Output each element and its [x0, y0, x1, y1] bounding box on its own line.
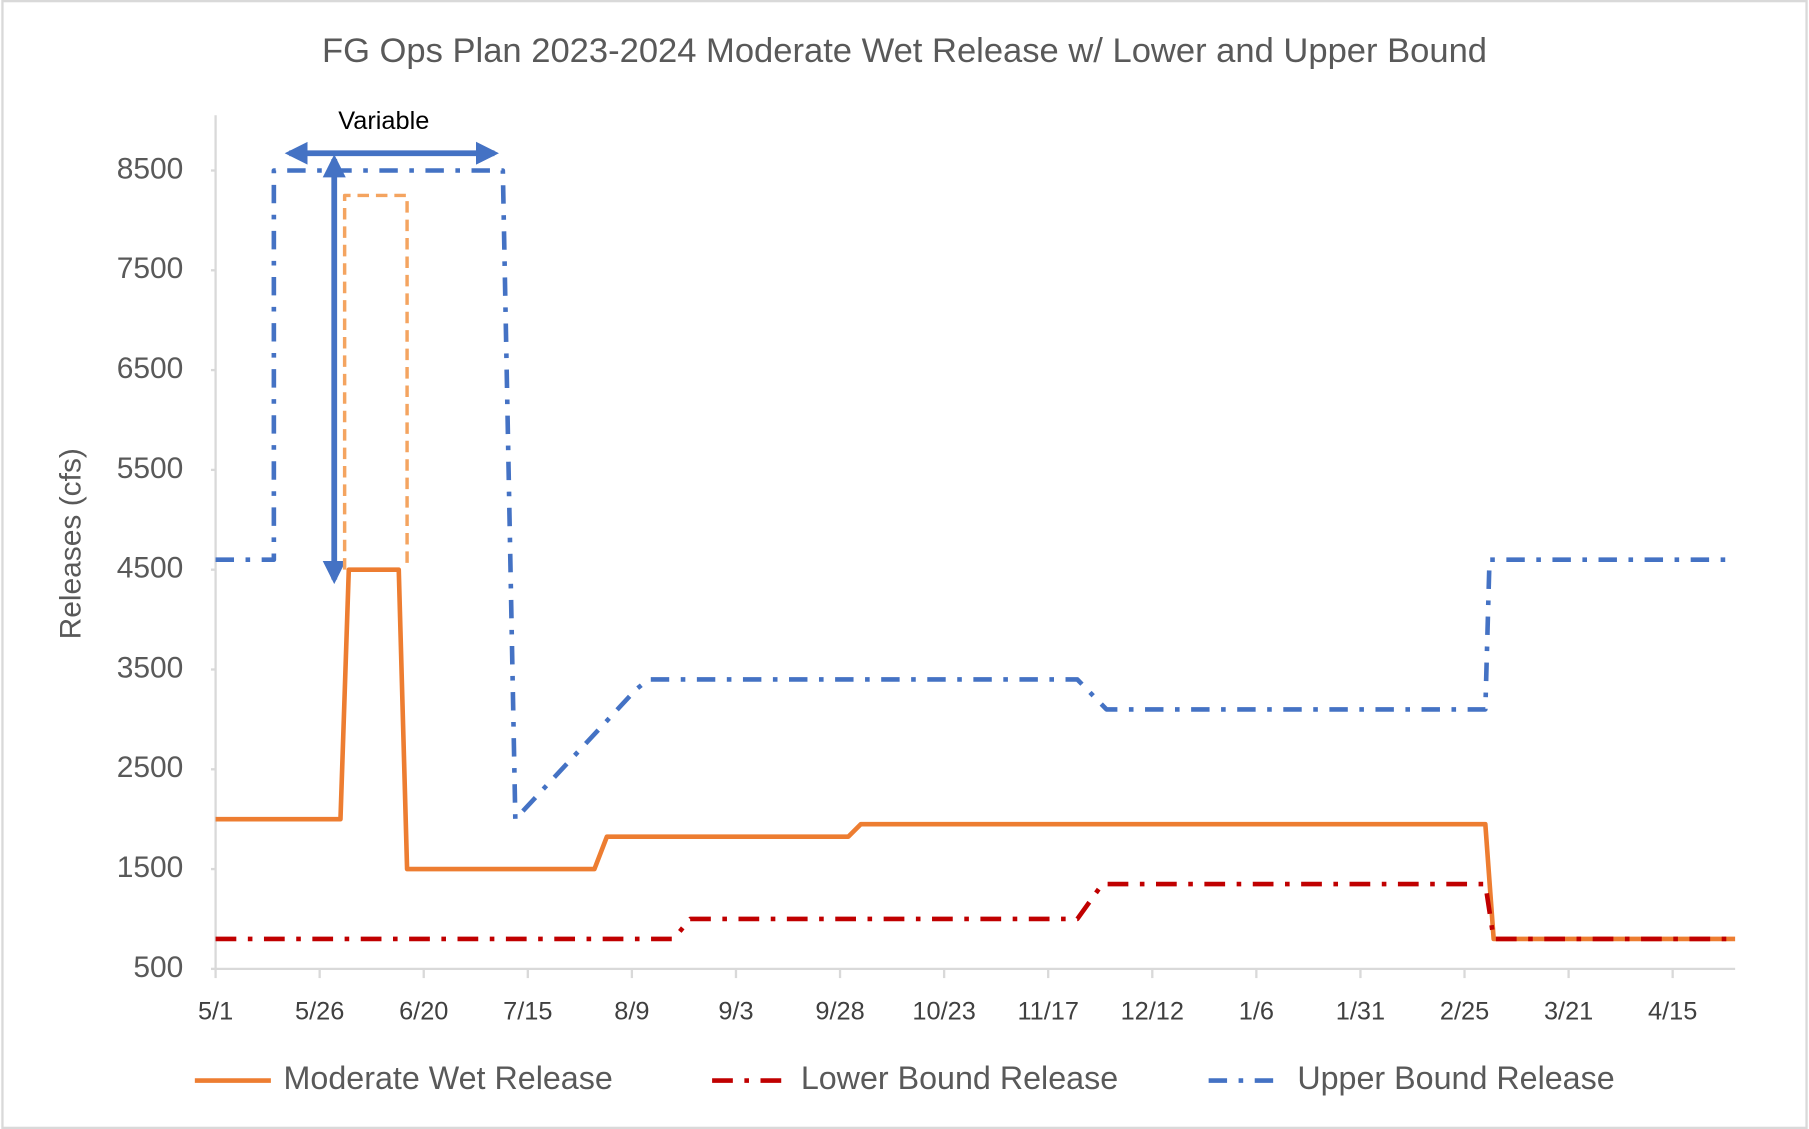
y-tick-label: 1500 — [117, 851, 184, 884]
x-tick-label: 1/6 — [1239, 997, 1274, 1025]
legend-label: Moderate Wet Release — [284, 1060, 613, 1096]
series-line — [342, 193, 409, 570]
x-tick-label: 2/25 — [1440, 997, 1489, 1025]
x-tick-label: 9/3 — [718, 997, 753, 1025]
x-tick-label: 8/9 — [614, 997, 649, 1025]
y-tick-label: 7500 — [117, 252, 184, 285]
x-tick-label: 5/26 — [295, 997, 344, 1025]
x-tick-label: 5/1 — [198, 997, 233, 1025]
x-tick-label: 3/21 — [1544, 997, 1593, 1025]
series-line — [215, 168, 1736, 822]
legend-label: Upper Bound Release — [1297, 1060, 1614, 1096]
x-tick-label: 4/15 — [1648, 997, 1697, 1025]
x-tick-label: 9/28 — [815, 997, 864, 1025]
y-tick-label: 3500 — [117, 651, 184, 684]
x-tick-label: 6/20 — [399, 997, 448, 1025]
y-tick-label: 500 — [133, 951, 183, 984]
series-line — [215, 567, 1736, 942]
x-tick-label: 10/23 — [912, 997, 975, 1025]
y-tick-label: 2500 — [117, 751, 184, 784]
annotation-text: Variable — [338, 107, 429, 135]
y-tick-label: 5500 — [117, 452, 184, 485]
x-tick-label: 1/31 — [1336, 997, 1385, 1025]
y-axis-label: Releases (cfs) — [55, 448, 88, 639]
y-tick-label: 6500 — [117, 352, 184, 385]
y-tick-label: 4500 — [117, 552, 184, 585]
y-tick-label: 8500 — [117, 152, 184, 185]
chart-title: FG Ops Plan 2023-2024 Moderate Wet Relea… — [322, 32, 1487, 70]
legend-label: Lower Bound Release — [801, 1060, 1118, 1096]
x-tick-label: 7/15 — [503, 997, 552, 1025]
x-tick-label: 11/17 — [1017, 997, 1079, 1025]
x-tick-label: 12/12 — [1121, 997, 1184, 1025]
